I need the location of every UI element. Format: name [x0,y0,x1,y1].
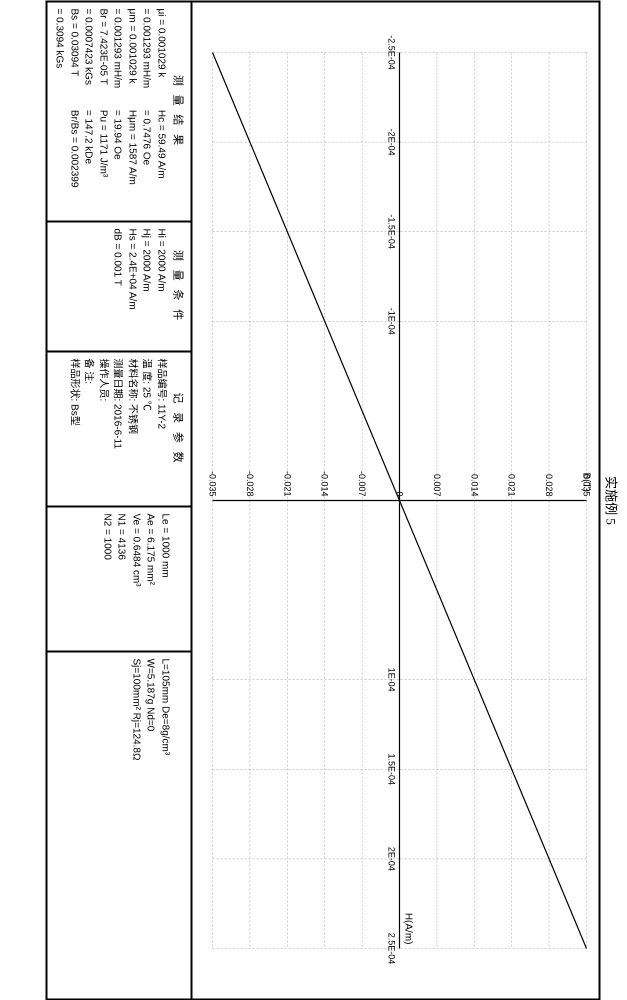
data-row: N2 = 1000 [99,513,114,644]
measure-result-right: Hc = 59.49 A/m = 0.7476 OeHμm = 1587 A/m… [66,109,168,208]
record-param-mid: Le = 1000 mmAe = 6.175 mm²Ve = 0.6484 cm… [99,513,172,644]
data-row: Hμm = 1587 A/m [124,109,139,208]
data-row: Hc = 59.49 A/m [153,109,168,208]
data-row: Pu = 1171 J/m³ [95,109,110,208]
data-row: 样品形状: Bs型 [66,358,81,499]
svg-text:-0.028: -0.028 [244,470,254,496]
svg-text:-0.007: -0.007 [357,470,367,496]
measure-cond-rows: Hi = 2000 A/mHj = 2000 A/mHs = 2.4E+04 A… [109,228,167,344]
data-row: = 0.001293 mH/m [109,8,124,107]
data-row: 温 度: 25 ℃ [138,358,153,499]
data-row: Hs = 2.4E+04 A/m [124,228,139,344]
data-row: 备 注: [80,358,95,499]
svg-text:1E-04: 1E-04 [386,667,396,691]
data-row: Ve = 0.6484 cm³ [128,513,143,644]
data-row: = 0.001293 mH/m [138,8,153,107]
data-row: Hi = 2000 A/m [153,228,168,344]
data-row: μi = 0.001029 k [153,8,168,107]
svg-text:-0.035: -0.035 [207,470,217,496]
hysteresis-chart: -2.5E-04-2E-04-1.5E-04-1E-04-500050001E-… [190,0,600,1000]
data-row: Hj = 2000 A/m [138,228,153,344]
svg-text:2.5E-04: 2.5E-04 [386,932,396,964]
svg-text:-2E-04: -2E-04 [386,128,396,155]
data-row: = 0.0007423 kGs [80,8,95,107]
measure-cond-section: 测 量 条 件 Hi = 2000 A/mHj = 2000 A/mHs = 2… [47,222,190,352]
data-row: Ae = 6.175 mm² [142,513,157,644]
svg-text:H(A/m): H(A/m) [402,912,413,944]
data-row: = 0.7476 Oe [138,109,153,208]
svg-text:0.014: 0.014 [469,473,479,496]
record-param-right: L=105mm De=8g/cm³W=5.187g Nd=0Sj=100mm² … [128,658,172,992]
svg-text:0.021: 0.021 [506,473,516,496]
svg-text:0.028: 0.028 [544,473,554,496]
blank-title [171,513,186,644]
measure-result-left: μi = 0.001029 k = 0.001293 mH/mμm = 0.00… [51,8,167,107]
data-row: 操作人员: [95,358,110,499]
measure-result-title: 测 量 结 果 [167,8,186,214]
page-title: 实施例 5 [600,0,627,1000]
data-row: 材料名称: 不锈钢 [124,358,139,499]
chart-svg: -2.5E-04-2E-04-1.5E-04-1E-04-500050001E-… [192,2,598,998]
record-param-left: 样品编号: 11Y-2温 度: 25 ℃材料名称: 不锈钢测量日期: 2016-… [66,358,168,499]
svg-text:0.007: 0.007 [431,473,441,496]
svg-text:1.5E-04: 1.5E-04 [386,753,396,785]
data-row: Sj=100mm² Rj=124.8Ω [128,658,143,992]
data-row: μm = 0.001029 k [124,8,139,107]
data-row: = 19.94 Oe [109,109,124,208]
data-row: 样品编号: 11Y-2 [153,358,168,499]
svg-text:-2.5E-04: -2.5E-04 [386,35,396,70]
svg-text:-1.5E-04: -1.5E-04 [386,214,396,249]
data-row: Br/Bs = 0.002399 [66,109,81,208]
data-row: Le = 1000 mm [157,513,172,644]
record-param-title: 记 录 参 数 [167,358,186,499]
data-row: 测量日期: 2016-6-11 [109,358,124,499]
measure-result-section: 测 量 结 果 μi = 0.001029 k = 0.001293 mH/mμ… [47,2,190,222]
svg-text:B(T): B(T) [580,472,591,491]
data-row: L=105mm De=8g/cm³ [157,658,172,992]
data-row: = 0.3094 kGs [51,8,66,107]
data-row: N1 = 4136 [113,513,128,644]
record-param-left-section: 记 录 参 数 样品编号: 11Y-2温 度: 25 ℃材料名称: 不锈钢测量日… [47,352,190,507]
page-container: 实施例 5 -2.5E-04-2E-04-1.5E-04-1E-04-50005… [0,0,627,1000]
measure-cond-title: 测 量 条 件 [167,228,186,344]
record-param-mid-section: Le = 1000 mmAe = 6.175 mm²Ve = 0.6484 cm… [47,507,190,652]
svg-text:-0.021: -0.021 [282,470,292,496]
data-row: Bs = 0.03094 T [66,8,81,107]
data-row: W=5.187g Nd=0 [142,658,157,992]
data-panel: 测 量 结 果 μi = 0.001029 k = 0.001293 mH/mμ… [45,0,190,1000]
svg-text:-0.014: -0.014 [319,470,329,496]
data-row: dB = 0.001 T [109,228,124,344]
record-param-right-section: L=105mm De=8g/cm³W=5.187g Nd=0Sj=100mm² … [47,652,190,998]
data-row: = 147.2 kDe [80,109,95,208]
data-row: Br = 7.423E-05 T [95,8,110,107]
svg-text:2E-04: 2E-04 [386,846,396,870]
svg-text:-1E-04: -1E-04 [386,307,396,334]
blank-title-2 [171,658,186,992]
